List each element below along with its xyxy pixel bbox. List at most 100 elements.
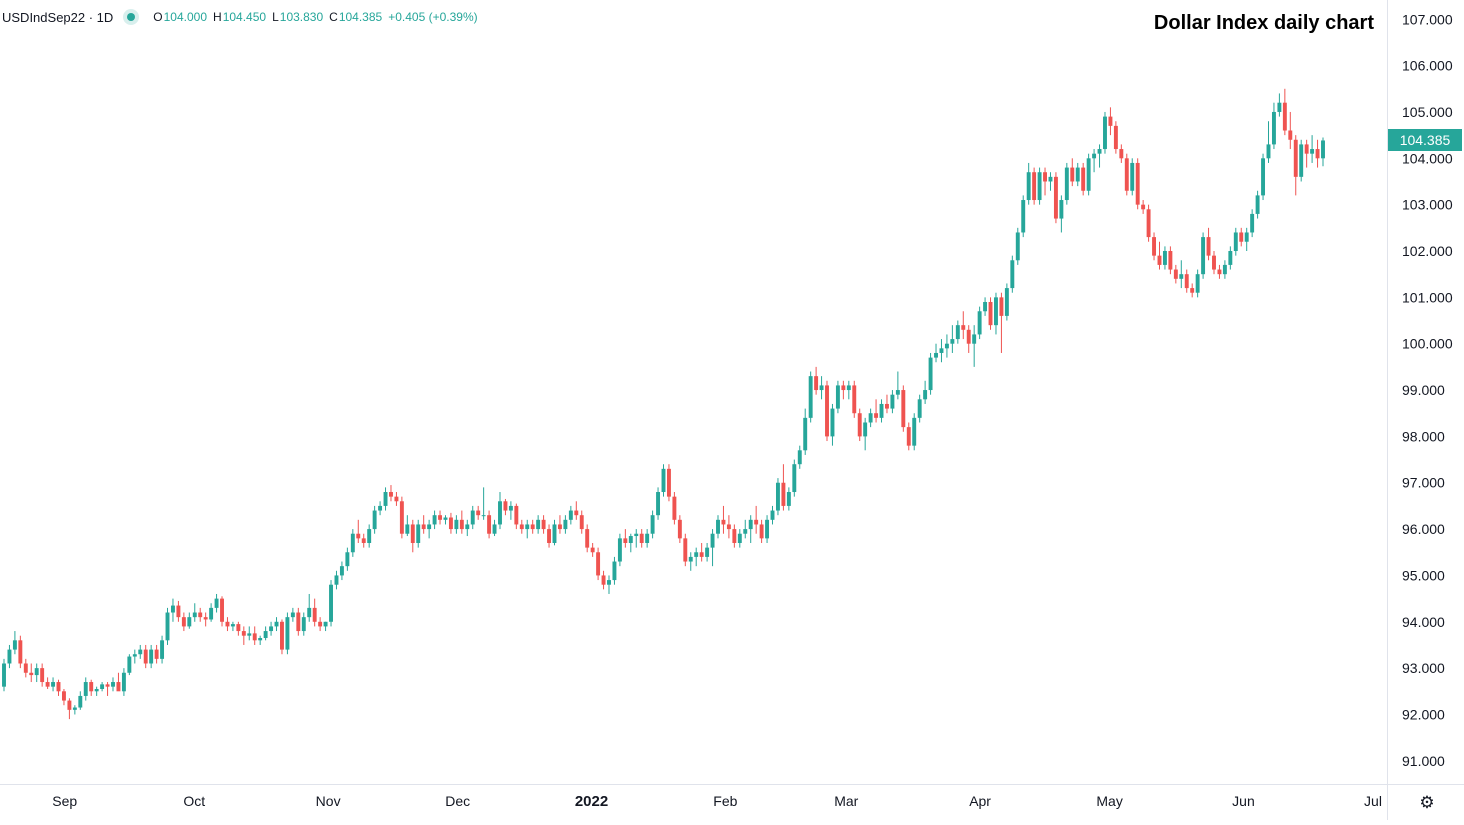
candle-body (258, 638, 263, 641)
candle (394, 492, 399, 506)
candle (726, 515, 731, 539)
candle (1043, 167, 1047, 196)
candle (634, 529, 639, 548)
candle-body (568, 510, 573, 520)
open-label: O (153, 10, 163, 24)
candle (1228, 246, 1233, 270)
candle-body (1015, 232, 1020, 261)
candle-body (1228, 251, 1233, 265)
candle-body (1310, 149, 1315, 154)
candle (868, 408, 873, 428)
candle-body (149, 649, 154, 664)
candle-body (857, 413, 862, 437)
y-tick-label: 91.000 (1402, 753, 1445, 769)
candle-body (1288, 130, 1293, 140)
time-axis[interactable]: Sep Oct Nov Dec 2022 Feb Mar Apr May Jun Jul (52, 793, 1382, 810)
candle-body (1195, 274, 1200, 293)
y-tick-label: 103.000 (1402, 197, 1453, 213)
candle-body (285, 617, 290, 650)
candle (781, 464, 786, 511)
candle-body (454, 519, 459, 530)
candle-body (111, 682, 115, 687)
candle (1048, 172, 1053, 191)
candle-body (934, 352, 938, 358)
candle (541, 515, 546, 534)
high-label: H (213, 10, 222, 24)
gear-icon[interactable]: ⚙ (1419, 793, 1435, 812)
candle-body (61, 691, 66, 701)
candle-body (1119, 149, 1124, 159)
candle (1141, 200, 1146, 214)
candle (585, 524, 590, 553)
low-value: 103.830 (279, 10, 324, 24)
candle (1010, 255, 1015, 293)
candle-body (601, 575, 606, 585)
candle (732, 524, 737, 548)
candle (198, 607, 203, 622)
candle (421, 515, 426, 534)
candle-body (470, 510, 475, 525)
candle (1222, 260, 1227, 279)
candle-body (1266, 144, 1271, 159)
candle (258, 635, 263, 645)
candle (383, 487, 388, 511)
candle (1026, 162, 1031, 205)
candle-body (737, 533, 742, 543)
candle-body (650, 515, 655, 534)
candle (459, 510, 464, 534)
candle-body (677, 519, 682, 539)
candle-body (639, 533, 644, 543)
candle-body (1162, 251, 1167, 265)
candle (105, 682, 110, 696)
candle (1310, 135, 1315, 163)
candle (852, 380, 857, 418)
candle (181, 612, 186, 632)
candle-body (590, 547, 595, 553)
candle-body (241, 631, 246, 636)
candle-body (743, 529, 748, 534)
candle (1157, 241, 1162, 270)
candle (301, 612, 306, 636)
candle-body (1053, 176, 1058, 219)
candle-body (236, 624, 241, 632)
candle-body (699, 552, 704, 557)
candle-body (492, 524, 497, 534)
candle (203, 612, 208, 627)
candle (1092, 149, 1097, 173)
candle (596, 547, 601, 581)
candle (56, 679, 61, 696)
candle-body (323, 621, 328, 627)
close-value: 104.385 (338, 10, 383, 24)
candle (661, 464, 666, 497)
candle (814, 366, 819, 395)
candle-body (966, 329, 971, 344)
candle (923, 380, 928, 404)
symbol-label[interactable]: USDIndSep22 · 1D (2, 9, 114, 25)
candle (792, 459, 797, 497)
candle (427, 519, 432, 539)
candle (1015, 227, 1020, 265)
candle (34, 663, 39, 683)
candle (1233, 227, 1238, 256)
candle (525, 519, 530, 539)
candle-body (645, 533, 650, 543)
candle (1130, 158, 1135, 196)
candle (1113, 121, 1118, 154)
x-tick-label: Jul (1364, 793, 1382, 809)
price-axis[interactable]: 91.000 92.000 93.000 94.000 95.000 96.000 97.0… (1402, 11, 1453, 769)
candle (329, 580, 333, 627)
candle-body (628, 536, 633, 543)
candle-body (12, 640, 17, 650)
candle-body (1135, 162, 1140, 205)
candle-body (405, 524, 410, 534)
candle-body (906, 427, 911, 446)
x-tick-label: Oct (183, 793, 205, 809)
candle (187, 612, 192, 629)
candle (334, 570, 339, 590)
candle (470, 505, 475, 530)
low-label: L (272, 10, 279, 24)
candle-body (530, 524, 535, 530)
candle (557, 515, 562, 534)
